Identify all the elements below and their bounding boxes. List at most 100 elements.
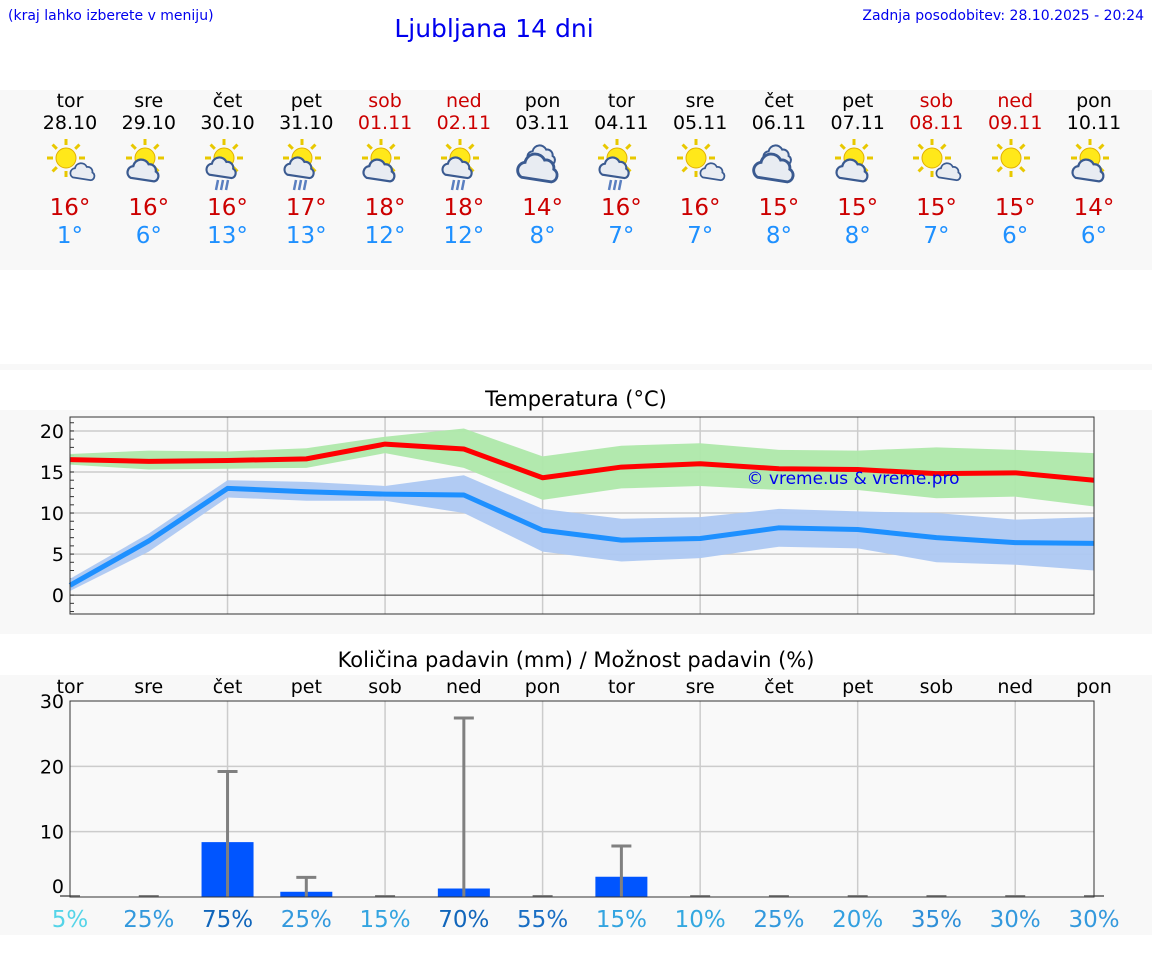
precipitation-probability: 25%: [123, 907, 174, 933]
day-name: čet: [764, 90, 794, 112]
day-label: ned: [997, 676, 1033, 698]
forecast-day: sre 29.10 16° 6°: [110, 90, 188, 250]
day-label: čet: [213, 676, 243, 698]
max-temperature: 14°: [522, 195, 563, 221]
cloud-icon: [1071, 158, 1105, 183]
day-date: 03.11: [515, 112, 570, 134]
day-label: pon: [525, 676, 561, 698]
watermark: © vreme.us & vreme.pro: [746, 469, 959, 489]
day-label: sob: [368, 676, 402, 698]
day-name: sre: [685, 90, 715, 112]
min-temperature: 6°: [1080, 223, 1108, 249]
day-date: 30.10: [200, 112, 255, 134]
min-temperature: 12°: [443, 223, 485, 249]
sun-small-cloud-icon: [913, 139, 962, 182]
precipitation-probability: 70%: [438, 907, 489, 933]
precipitation-probability: 15%: [360, 907, 411, 933]
cloud-icon: [598, 156, 631, 180]
day-name: pet: [842, 90, 874, 112]
min-temperature: 6°: [135, 223, 162, 249]
max-temperature: 16°: [128, 195, 170, 221]
day-name: sob: [368, 90, 402, 112]
rain-icon: [450, 179, 466, 191]
cloudy-icon: [752, 144, 795, 184]
day-name: pon: [1076, 90, 1112, 112]
y-tick-label: 15: [40, 462, 64, 484]
day-label: sre: [134, 676, 163, 698]
plot-frame: [69, 700, 1095, 898]
cloud-icon: [69, 162, 96, 182]
rain-icon: [293, 179, 308, 191]
min-temperature: 1°: [56, 223, 84, 249]
day-name: ned: [445, 90, 482, 112]
cloud-icon: [835, 158, 869, 183]
max-temperature: 15°: [916, 195, 957, 221]
sun-cloud-icon: [125, 139, 164, 183]
sun-icon: [992, 139, 1031, 177]
forecast-day: tor 04.11 16° 7°: [582, 90, 660, 250]
max-temperature: 18°: [443, 195, 485, 221]
day-name: tor: [607, 90, 635, 112]
sun-small-cloud-icon: [47, 139, 96, 182]
forecast-day: ned 02.11 18° 12°: [425, 90, 503, 250]
day-date: 01.11: [357, 112, 413, 134]
max-temperature: 16°: [679, 195, 721, 221]
max-temperature-line: [69, 441, 1095, 483]
day-label: sob: [920, 676, 954, 698]
day-date: 04.11: [594, 112, 649, 134]
forecast-day: pet 07.11 15° 8°: [819, 90, 897, 250]
cloud-icon: [515, 152, 559, 184]
day-name: tor: [56, 90, 84, 112]
day-date: 08.11: [909, 112, 964, 134]
precipitation-probability: 30%: [1068, 907, 1119, 933]
max-temperature-band: [70, 428, 1094, 507]
cloud-icon: [699, 162, 726, 182]
sun-icon: [913, 139, 952, 177]
forecast-day: sob 01.11 18° 12°: [346, 90, 424, 250]
cloud-icon: [283, 156, 315, 180]
sun-cloud-rain-icon: [283, 139, 322, 191]
cloud-icon: [204, 156, 237, 180]
min-temperature: 7°: [687, 223, 714, 249]
max-temperature: 14°: [1073, 195, 1115, 221]
day-date: 28.10: [42, 112, 98, 134]
location-note: (kraj lahko izberete v meniju): [8, 8, 214, 24]
forecast-day: čet 30.10 16° 13°: [189, 90, 267, 250]
day-label: pet: [842, 676, 873, 698]
max-temperature: 17°: [285, 195, 327, 221]
plot-frame: [69, 416, 1095, 615]
precipitation-probability: 10%: [675, 907, 726, 933]
cloud-icon: [126, 158, 160, 183]
forecast-day: sob 08.11 15° 7°: [897, 90, 975, 250]
sun-icon: [677, 139, 716, 177]
forecast-day: ned 09.11 15° 6°: [976, 90, 1054, 250]
page-title: Ljubljana 14 dni: [394, 14, 594, 43]
day-label: ned: [446, 676, 482, 698]
divider: [0, 364, 1152, 370]
day-date: 07.11: [830, 112, 885, 134]
day-name: sre: [134, 90, 164, 112]
day-date: 29.10: [121, 112, 176, 134]
precipitation-probability: 30%: [990, 907, 1041, 933]
forecast-day: tor 28.10 16° 1°: [31, 90, 109, 250]
precipitation-chart-title: Količina padavin (mm) / Možnost padavin …: [337, 648, 815, 672]
y-tick-label: 10: [40, 822, 64, 844]
cloud-icon: [441, 156, 473, 180]
max-temperature: 15°: [994, 195, 1036, 221]
sun-cloud-icon: [1071, 139, 1109, 183]
day-label: tor: [608, 676, 635, 698]
max-temperature: 16°: [207, 195, 248, 221]
sun-cloud-rain-icon: [598, 139, 637, 191]
forecast-day: sre 05.11 16° 7°: [661, 90, 739, 250]
min-temperature: 6°: [1002, 223, 1029, 249]
y-tick-label: 5: [52, 544, 64, 566]
sun-cloud-rain-icon: [440, 139, 479, 191]
day-date: 06.11: [751, 112, 807, 134]
y-tick-label: 0: [52, 585, 64, 607]
sun-icon: [992, 139, 1031, 177]
day-date: 09.11: [988, 112, 1043, 134]
sun-icon: [47, 139, 85, 177]
min-temperature: 7°: [608, 223, 635, 249]
day-label: sre: [686, 676, 715, 698]
y-tick-label: 20: [40, 421, 64, 443]
